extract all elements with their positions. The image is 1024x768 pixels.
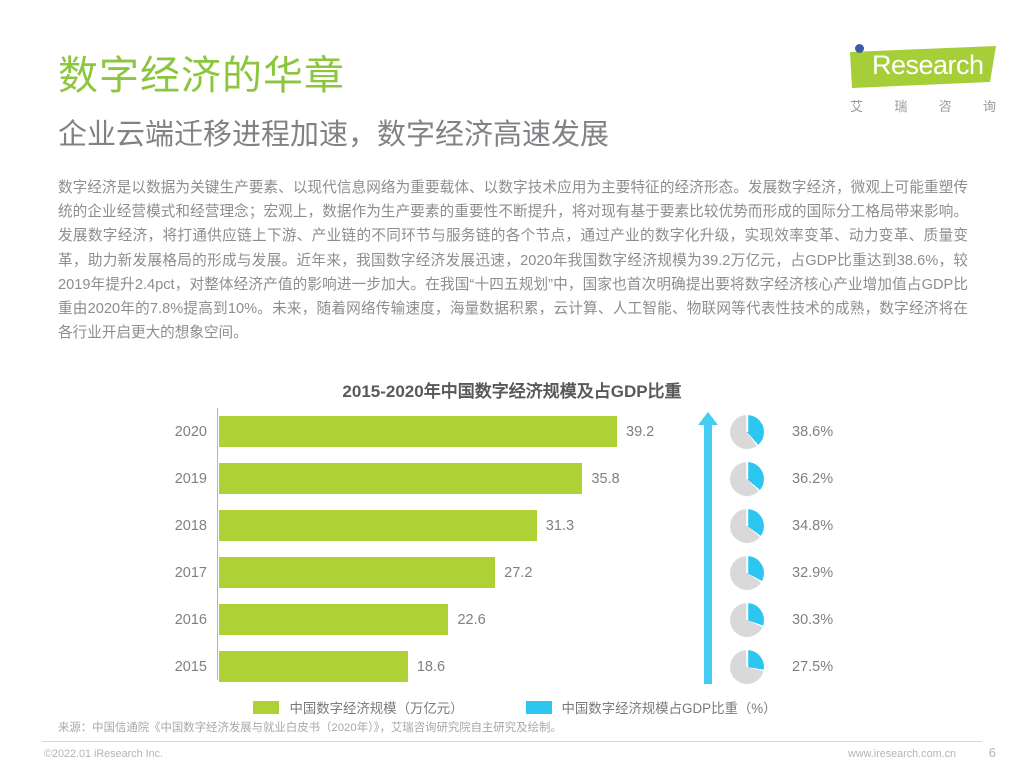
bar-fill xyxy=(219,416,617,447)
chart-title: 2015-2020年中国数字经济规模及占GDP比重 xyxy=(342,382,682,401)
bar-value-label: 27.2 xyxy=(504,564,533,581)
logo-i-stem-icon xyxy=(855,56,864,84)
legend-label-scale: 中国数字经济规模（万亿元） xyxy=(289,701,464,716)
pie-series: 38.6% 36.2% 34.8% 32.9% 30.3% 27.5% xyxy=(730,408,930,690)
bar-value-label: 35.8 xyxy=(591,470,620,487)
logo-i-dot-icon xyxy=(855,44,864,53)
legend-item-scale: 中国数字经济规模（万亿元） xyxy=(253,697,464,717)
bar-category-label: 2018 xyxy=(174,517,207,534)
body-paragraph: 数字经济是以数据为关键生产要素、以现代信息网络为重要载体、以数字技术应用为主要特… xyxy=(58,180,968,342)
bar-fill xyxy=(219,651,408,682)
chart-area: 2020 39.2 2019 35.8 2018 31.3 2017 27.2 2016 22.6… xyxy=(155,408,875,690)
pie-row: 27.5% xyxy=(730,643,833,690)
bar-row: 2020 39.2 xyxy=(155,408,715,455)
bar-value-label: 22.6 xyxy=(457,611,486,628)
pie-value-label: 27.5% xyxy=(792,658,834,675)
pie-value-label: 32.9% xyxy=(792,564,834,581)
gdp-share-pie-icon xyxy=(730,555,764,590)
footer-page-number: 6 xyxy=(988,745,996,760)
pie-value-label: 30.3% xyxy=(792,611,834,628)
bar-category-label: 2017 xyxy=(174,564,207,581)
bar-row: 2018 31.3 xyxy=(155,502,715,549)
gdp-share-pie-icon xyxy=(730,602,764,637)
page-subtitle: 企业云端迁移进程加速，数字经济高速发展 xyxy=(58,119,610,151)
pie-row: 34.8% xyxy=(730,502,833,549)
gdp-share-pie-icon xyxy=(730,508,764,543)
logo-mark: Research xyxy=(828,44,996,92)
footer-website: www.iresearch.com.cn xyxy=(847,748,956,760)
logo-cn-char-4: 询 xyxy=(982,99,996,114)
legend-label-gdp-share: 中国数字经济规模占GDP比重（%） xyxy=(561,701,777,716)
bar-fill xyxy=(219,463,583,494)
chart-y-axis xyxy=(217,408,218,680)
bar-row: 2017 27.2 xyxy=(155,549,715,596)
logo-parallelogram-icon xyxy=(850,46,996,88)
growth-arrow-icon xyxy=(698,412,718,684)
logo-cn-char-3: 咨 xyxy=(938,99,952,114)
footer-copyright: ©2022.01 iResearch Inc. xyxy=(44,748,163,760)
logo-cn-char-2: 瑞 xyxy=(894,99,908,114)
logo-cn-char-1: 艾 xyxy=(850,99,864,114)
bar-row: 2019 35.8 xyxy=(155,455,715,502)
pie-value-label: 34.8% xyxy=(792,517,834,534)
legend-swatch-green-icon xyxy=(253,700,280,714)
bar-category-label: 2015 xyxy=(174,658,207,675)
pie-value-label: 38.6% xyxy=(792,423,834,440)
bar-track: 22.6 xyxy=(219,596,715,643)
legend-item-gdp-share: 中国数字经济规模占GDP比重（%） xyxy=(525,697,777,717)
bar-fill xyxy=(219,557,496,588)
pie-row: 38.6% xyxy=(730,408,833,455)
chart-source-note: 来源：中国信通院《中国数字经济发展与就业白皮书（2020年）》，艾瑞咨询研究院自… xyxy=(58,722,562,734)
bar-value-label: 39.2 xyxy=(626,423,655,440)
iresearch-logo: Research 艾 瑞 咨 询 xyxy=(828,44,996,122)
bar-fill xyxy=(219,510,537,541)
bar-row: 2015 18.6 xyxy=(155,643,715,690)
bar-track: 27.2 xyxy=(219,549,715,596)
gdp-share-pie-icon xyxy=(730,649,764,684)
page-title: 数字经济的华章 xyxy=(58,54,345,98)
bar-track: 39.2 xyxy=(219,408,715,455)
legend-swatch-blue-icon xyxy=(525,700,552,714)
bar-category-label: 2016 xyxy=(174,611,207,628)
bar-track: 31.3 xyxy=(219,502,715,549)
pie-row: 32.9% xyxy=(730,549,833,596)
pie-row: 30.3% xyxy=(730,596,833,643)
pie-row: 36.2% xyxy=(730,455,833,502)
footer-divider xyxy=(42,741,982,742)
bar-value-label: 31.3 xyxy=(545,517,575,534)
bar-fill xyxy=(219,604,449,635)
bar-row: 2016 22.6 xyxy=(155,596,715,643)
bar-track: 35.8 xyxy=(219,455,715,502)
bar-track: 18.6 xyxy=(219,643,715,690)
bar-value-label: 18.6 xyxy=(416,658,446,675)
logo-wordmark: Research xyxy=(872,50,984,80)
bar-category-label: 2020 xyxy=(174,423,207,440)
pie-value-label: 36.2% xyxy=(792,470,834,487)
gdp-share-pie-icon xyxy=(730,414,764,449)
logo-chinese-name: 艾 瑞 咨 询 xyxy=(850,96,996,115)
bar-category-label: 2019 xyxy=(174,470,207,487)
chart-legend: 中国数字经济规模（万亿元） 中国数字经济规模占GDP比重（%） xyxy=(155,697,875,717)
gdp-share-pie-icon xyxy=(730,461,764,496)
